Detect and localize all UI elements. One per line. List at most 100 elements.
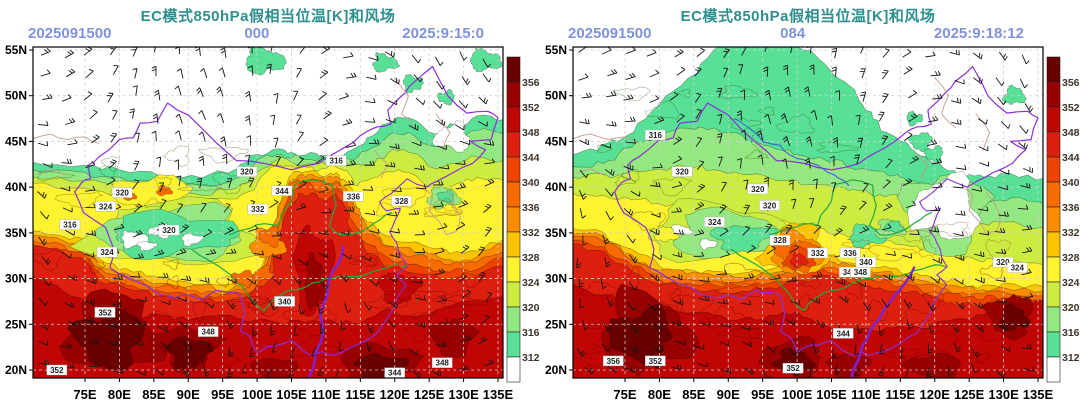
svg-text:320: 320 [675,168,689,177]
colorbar-label: 340 [1062,177,1080,189]
svg-text:328: 328 [773,236,787,245]
svg-text:348: 348 [202,328,216,337]
svg-text:340: 340 [278,297,292,306]
lon-tick-label: 80E [648,387,671,402]
colorbar-label: 352 [522,102,540,114]
lon-tick-label: 110E [311,387,341,402]
valid-time: 2025:9:18:12 [933,25,1024,42]
lon-tick-label: 90E [177,387,200,402]
svg-text:332: 332 [251,205,265,214]
lat-tick-label: 55N [545,43,567,57]
svg-text:316: 316 [63,221,77,230]
colorbar-label: 332 [522,227,540,239]
svg-text:320: 320 [763,201,777,210]
svg-text:320: 320 [751,185,765,194]
lat-tick-label: 40N [5,180,27,194]
colorbar-label: 336 [1062,202,1080,214]
svg-text:356: 356 [607,357,621,366]
lon-tick-label: 115E [886,387,916,402]
svg-text:324: 324 [1011,264,1025,273]
colorbar-label: 356 [1062,77,1080,89]
lon-tick-label: 120E [380,387,411,402]
lon-tick-label: 130E [448,387,479,402]
svg-text:316: 316 [649,131,663,140]
lon-tick-label: 115E [346,387,376,402]
colorbar-label: 316 [1062,327,1080,339]
colorbar-label: 348 [1062,127,1080,139]
lon-tick-label: 110E [851,387,881,402]
svg-text:352: 352 [649,357,663,366]
init-time: 2025091500 [28,25,112,42]
init-time: 2025091500 [568,25,652,42]
svg-text:320: 320 [240,168,254,177]
svg-text:352: 352 [98,308,112,317]
lat-tick-label: 50N [5,89,27,103]
graticule [33,47,503,378]
lon-tick-label: 125E [954,387,985,402]
colorbar: 356 352 348 344 340 336 332 328 324 320 316 312 [1046,56,1080,383]
lon-tick-label: 105E [276,387,307,402]
colorbar-label: 328 [522,252,540,264]
map-border [32,46,504,379]
axes: 75E 80E 85E 90E 95E 100E 105E 110E 115E 120E 125E 1… [5,43,514,402]
lat-tick-label: 45N [5,134,27,148]
svg-text:348: 348 [854,268,868,277]
panel-header: 2025091500 084 2025:9:18:12 [568,25,1024,42]
axes: 75E 80E 85E 90E 95E 100E 105E 110E 115E 120E 125E 1… [545,43,1054,402]
svg-text:352: 352 [50,366,64,375]
lon-tick-label: 100E [242,387,273,402]
lat-tick-label: 20N [5,363,27,377]
svg-text:328: 328 [395,197,409,206]
map-border [572,46,1044,379]
panel-header: 2025091500 000 2025:9:15:0 [28,25,484,42]
svg-text:316: 316 [330,157,344,166]
colorbar-label: 332 [1062,227,1080,239]
field [33,47,503,378]
svg-text:332: 332 [811,249,825,258]
svg-text:320: 320 [996,258,1010,267]
wind-barbs [37,47,495,378]
graticule [573,47,1043,378]
contour-texture [33,145,489,372]
forecast-hour: 084 [780,25,806,42]
lon-tick-label: 75E [73,387,96,402]
lon-tick-label: 80E [108,387,131,402]
colorbar-label: 336 [522,202,540,214]
lon-tick-label: 95E [751,387,774,402]
colorbar-label: 312 [1062,352,1080,364]
colorbar-label: 320 [1062,302,1080,314]
weather-panel-right: 316 320 320 320 324 328 332 336 340 344 348 320 324 3… [540,0,1080,408]
colorbar-label: 348 [522,127,540,139]
lat-tick-label: 55N [5,43,27,57]
lon-tick-label: 85E [682,387,705,402]
colorbar-label: 340 [522,177,540,189]
panel-title: EC模式850hPa假相当位温[K]和风场 [680,8,936,25]
colorbar-label: 344 [1062,152,1080,164]
lat-tick-label: 25N [545,317,567,331]
lon-tick-label: 85E [142,387,165,402]
svg-text:336: 336 [347,192,361,201]
svg-text:344: 344 [843,268,857,277]
lon-tick-label: 100E [782,387,813,402]
svg-text:324: 324 [99,202,113,211]
svg-text:320: 320 [162,226,176,235]
colorbar-label: 320 [522,302,540,314]
colorbar-label: 324 [1062,277,1080,289]
colorbar: 356 352 348 344 340 336 332 328 324 320 316 312 [506,56,540,383]
lon-tick-label: 135E [483,387,514,402]
svg-text:344: 344 [275,187,289,196]
lat-tick-label: 50N [545,89,567,103]
svg-text:348: 348 [436,359,450,368]
forecast-hour: 000 [244,25,270,42]
colorbar-label: 344 [522,152,540,164]
lat-tick-label: 30N [5,272,27,286]
lat-tick-label: 35N [5,226,27,240]
boundary-lines [33,65,499,378]
wind-barbs [576,47,1035,378]
panel-title: EC模式850hPa假相当位温[K]和风场 [140,8,396,25]
lat-tick-label: 40N [545,180,567,194]
lon-tick-label: 120E [920,387,951,402]
